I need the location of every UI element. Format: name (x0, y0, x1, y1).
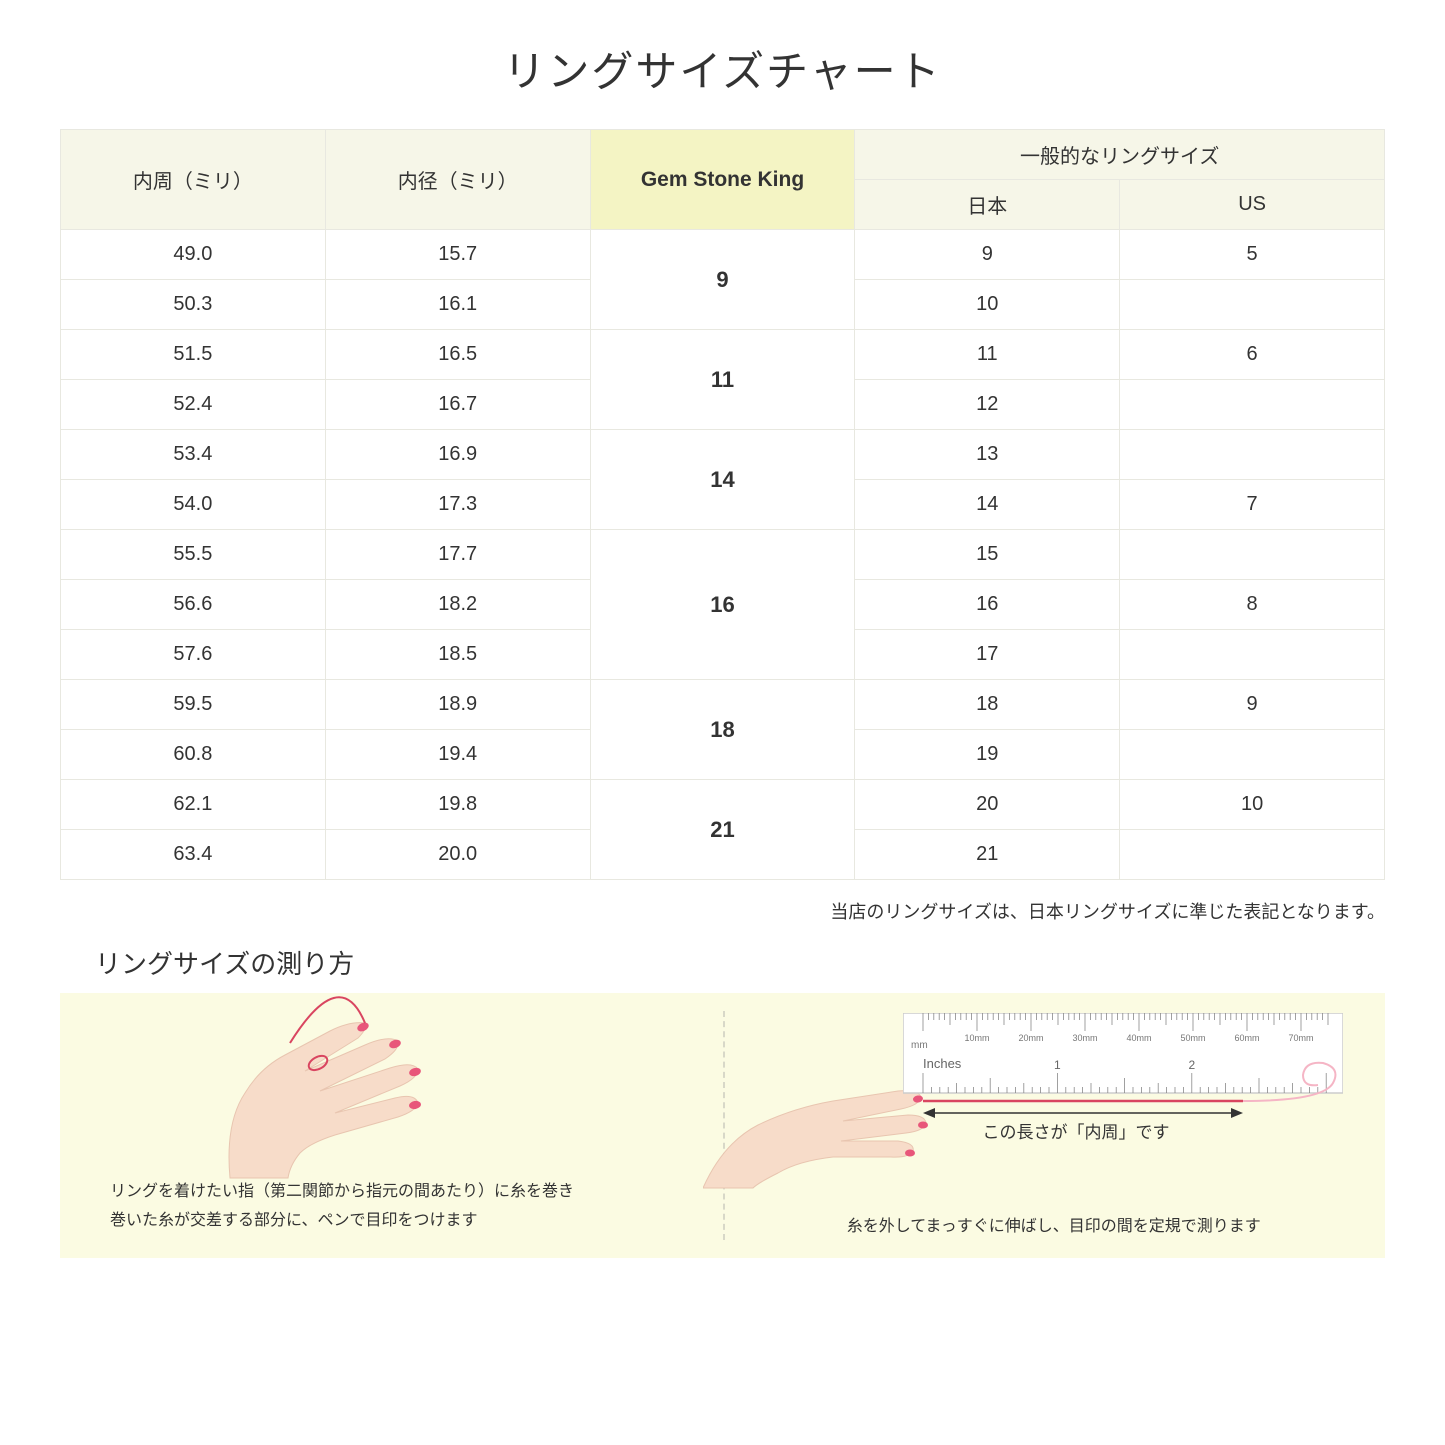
cell-diameter: 20.0 (325, 830, 590, 880)
header-general: 一般的なリングサイズ (855, 130, 1385, 180)
cell-us: 9 (1120, 680, 1385, 730)
cell-circumference: 59.5 (61, 680, 326, 730)
cell-us (1120, 830, 1385, 880)
cell-diameter: 17.3 (325, 480, 590, 530)
cell-circumference: 51.5 (61, 330, 326, 380)
svg-text:30mm: 30mm (1072, 1033, 1097, 1043)
cell-us: 10 (1120, 780, 1385, 830)
svg-text:mm: mm (911, 1040, 928, 1051)
size-table: 内周（ミリ） 内径（ミリ） Gem Stone King 一般的なリングサイズ … (60, 129, 1385, 880)
ruler-caption: この長さが「内周」です (983, 1118, 1170, 1143)
cell-gsk: 9 (590, 230, 855, 330)
cell-japan: 16 (855, 580, 1120, 630)
cell-circumference: 50.3 (61, 280, 326, 330)
svg-text:40mm: 40mm (1126, 1033, 1151, 1043)
header-gsk: Gem Stone King (590, 130, 855, 230)
svg-text:Inches: Inches (923, 1056, 962, 1071)
cell-circumference: 62.1 (61, 780, 326, 830)
cell-gsk: 18 (590, 680, 855, 780)
cell-japan: 9 (855, 230, 1120, 280)
cell-japan: 14 (855, 480, 1120, 530)
cell-us (1120, 430, 1385, 480)
cell-diameter: 17.7 (325, 530, 590, 580)
cell-circumference: 63.4 (61, 830, 326, 880)
cell-gsk: 16 (590, 530, 855, 680)
cell-circumference: 55.5 (61, 530, 326, 580)
howto-left-text: リングを着けたい指（第二関節から指元の間あたり）に糸を巻き巻いた糸が交差する部分… (110, 1178, 703, 1236)
cell-us (1120, 730, 1385, 780)
cell-diameter: 19.8 (325, 780, 590, 830)
svg-text:70mm: 70mm (1288, 1033, 1313, 1043)
cell-us: 7 (1120, 480, 1385, 530)
header-us: US (1120, 180, 1385, 230)
cell-diameter: 18.2 (325, 580, 590, 630)
cell-japan: 21 (855, 830, 1120, 880)
svg-text:1: 1 (1054, 1058, 1061, 1072)
cell-diameter: 19.4 (325, 730, 590, 780)
svg-text:10mm: 10mm (964, 1033, 989, 1043)
cell-us: 5 (1120, 230, 1385, 280)
table-row: 53.416.91413 (61, 430, 1385, 480)
svg-text:2: 2 (1188, 1058, 1195, 1072)
svg-text:50mm: 50mm (1180, 1033, 1205, 1043)
cell-us: 8 (1120, 580, 1385, 630)
ruler-illustration: 10mm 20mm 30mm 40mm 50mm 60mm 70mm mm Inches 1… (903, 1013, 1343, 1108)
cell-japan: 15 (855, 530, 1120, 580)
hand-measure-illustration (703, 1053, 933, 1193)
svg-text:20mm: 20mm (1018, 1033, 1043, 1043)
header-circumference: 内周（ミリ） (61, 130, 326, 230)
cell-diameter: 18.9 (325, 680, 590, 730)
table-row: 49.015.7995 (61, 230, 1385, 280)
table-row: 59.518.918189 (61, 680, 1385, 730)
header-japan: 日本 (855, 180, 1120, 230)
cell-japan: 11 (855, 330, 1120, 380)
hand-wrap-illustration (190, 983, 530, 1183)
size-table-container: 内周（ミリ） 内径（ミリ） Gem Stone King 一般的なリングサイズ … (0, 129, 1445, 880)
cell-us (1120, 630, 1385, 680)
table-note: 当店のリングサイズは、日本リングサイズに準じた表記となります。 (0, 880, 1445, 924)
cell-japan: 20 (855, 780, 1120, 830)
cell-diameter: 16.5 (325, 330, 590, 380)
cell-japan: 13 (855, 430, 1120, 480)
cell-japan: 18 (855, 680, 1120, 730)
cell-gsk: 21 (590, 780, 855, 880)
cell-diameter: 16.1 (325, 280, 590, 330)
cell-circumference: 52.4 (61, 380, 326, 430)
cell-us: 6 (1120, 330, 1385, 380)
header-diameter: 内径（ミリ） (325, 130, 590, 230)
howto-right-text: 糸を外してまっすぐに伸ばし、目印の間を定規で測ります (763, 1212, 1346, 1236)
cell-diameter: 15.7 (325, 230, 590, 280)
howto-right-panel: 10mm 20mm 30mm 40mm 50mm 60mm 70mm mm Inches 1… (723, 993, 1386, 1258)
cell-diameter: 16.7 (325, 380, 590, 430)
cell-gsk: 11 (590, 330, 855, 430)
cell-japan: 17 (855, 630, 1120, 680)
cell-gsk: 14 (590, 430, 855, 530)
cell-japan: 10 (855, 280, 1120, 330)
cell-circumference: 56.6 (61, 580, 326, 630)
svg-text:60mm: 60mm (1234, 1033, 1259, 1043)
cell-circumference: 57.6 (61, 630, 326, 680)
page-title: リングサイズチャート (0, 0, 1445, 129)
cell-diameter: 16.9 (325, 430, 590, 480)
cell-us (1120, 380, 1385, 430)
cell-us (1120, 530, 1385, 580)
table-row: 62.119.8212010 (61, 780, 1385, 830)
cell-diameter: 18.5 (325, 630, 590, 680)
cell-japan: 12 (855, 380, 1120, 430)
cell-circumference: 53.4 (61, 430, 326, 480)
cell-us (1120, 280, 1385, 330)
cell-circumference: 54.0 (61, 480, 326, 530)
howto-left-panel: リングを着けたい指（第二関節から指元の間あたり）に糸を巻き巻いた糸が交差する部分… (60, 993, 723, 1258)
cell-circumference: 49.0 (61, 230, 326, 280)
table-row: 55.517.71615 (61, 530, 1385, 580)
howto-panel: リングを着けたい指（第二関節から指元の間あたり）に糸を巻き巻いた糸が交差する部分… (60, 993, 1385, 1258)
cell-japan: 19 (855, 730, 1120, 780)
table-row: 51.516.511116 (61, 330, 1385, 380)
cell-circumference: 60.8 (61, 730, 326, 780)
